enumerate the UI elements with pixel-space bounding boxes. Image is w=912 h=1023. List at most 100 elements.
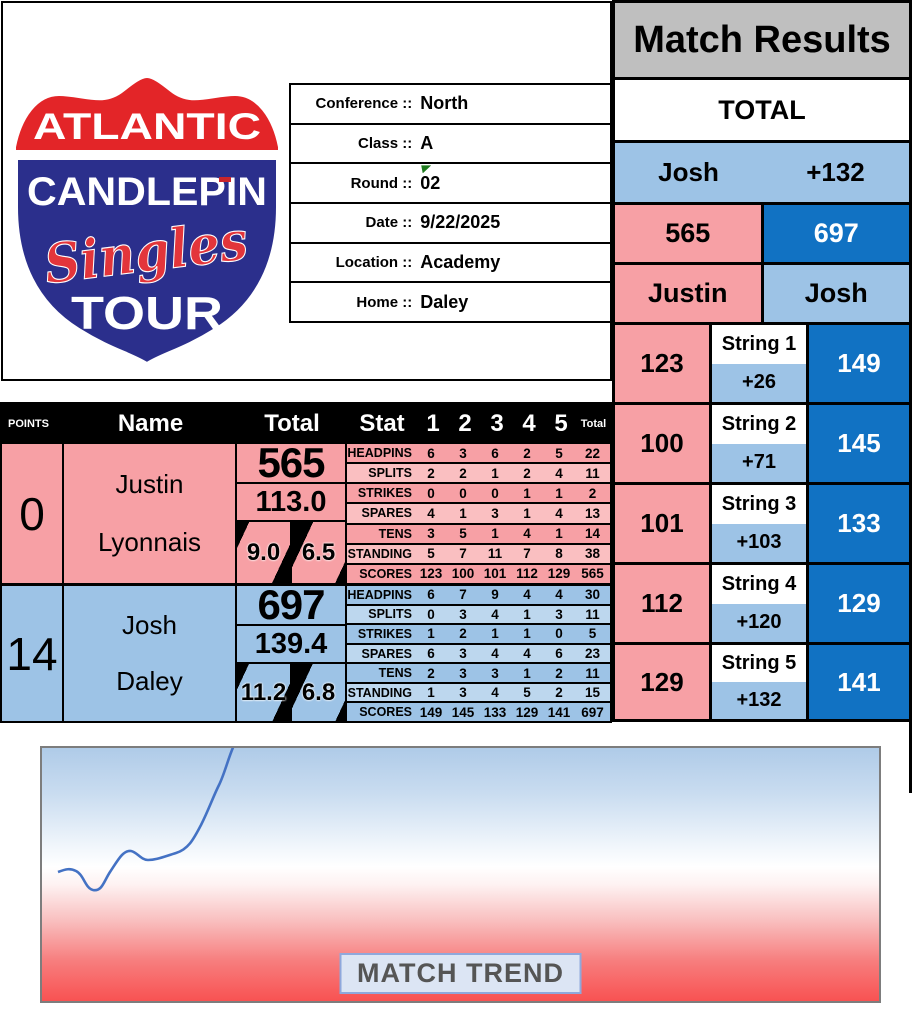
string-differential[interactable]: +120 xyxy=(712,603,806,642)
stat-total[interactable]: 30 xyxy=(584,587,601,603)
stat-value[interactable]: 3 xyxy=(555,606,563,622)
stat-total[interactable]: 38 xyxy=(584,546,601,562)
stat-value[interactable]: 0 xyxy=(459,485,467,501)
stat-value[interactable]: 0 xyxy=(427,485,435,501)
stat-value[interactable]: 112 xyxy=(516,566,538,582)
string-differential[interactable]: +132 xyxy=(712,682,806,719)
stat-total[interactable]: 565 xyxy=(581,566,604,582)
string-score-left[interactable]: 112 xyxy=(615,565,712,642)
stat-value[interactable]: 4 xyxy=(523,526,531,542)
string-differential[interactable]: +71 xyxy=(712,443,806,482)
stat-value[interactable]: 2 xyxy=(427,465,435,481)
string-score-left[interactable]: 100 xyxy=(615,405,712,482)
leader-name[interactable]: Josh xyxy=(658,157,719,187)
stat-value[interactable]: 5 xyxy=(523,685,531,701)
stat-value[interactable]: 3 xyxy=(459,685,467,701)
player-mini-stat-right[interactable]: 6.5 xyxy=(290,522,345,583)
stat-value[interactable]: 3 xyxy=(459,606,467,622)
stat-value[interactable]: 8 xyxy=(555,546,563,562)
stat-value[interactable]: 4 xyxy=(491,685,499,701)
stat-total[interactable]: 2 xyxy=(588,485,597,501)
points-cell[interactable]: 0 xyxy=(2,444,64,583)
player-mini-stat-left[interactable]: 9.0 xyxy=(237,522,290,583)
stat-value[interactable]: 7 xyxy=(459,546,467,562)
stat-value[interactable]: 2 xyxy=(427,665,435,681)
stat-value[interactable]: 0 xyxy=(491,485,499,501)
stat-total[interactable]: 22 xyxy=(584,445,601,461)
leader-differential[interactable]: +132 xyxy=(806,157,865,187)
stat-value[interactable]: 11 xyxy=(487,546,503,562)
stat-value[interactable]: 145 xyxy=(451,704,475,720)
stat-total[interactable]: 23 xyxy=(584,646,601,662)
stat-value[interactable]: 2 xyxy=(523,465,531,481)
string-score-right[interactable]: 149 xyxy=(809,325,909,402)
stat-value[interactable]: 1 xyxy=(459,505,467,521)
stat-value[interactable]: 7 xyxy=(459,587,467,603)
string-score-right[interactable]: 145 xyxy=(809,405,909,482)
player-last-name[interactable]: Lyonnais xyxy=(97,526,202,557)
stat-value[interactable]: 3 xyxy=(459,445,467,461)
stat-value[interactable]: 6 xyxy=(427,445,435,461)
string-score-right[interactable]: 129 xyxy=(809,565,909,642)
stat-value[interactable]: 149 xyxy=(419,704,443,720)
player-average[interactable]: 113.0 xyxy=(237,484,345,522)
total-score-right[interactable]: 697 xyxy=(763,205,909,262)
info-value[interactable]: 9/22/2025 xyxy=(420,212,501,233)
stat-total[interactable]: 13 xyxy=(584,505,601,521)
string-differential[interactable]: +26 xyxy=(712,363,806,402)
stat-total[interactable]: 11 xyxy=(585,665,600,681)
stat-value[interactable]: 133 xyxy=(483,704,507,720)
player-first-name[interactable]: Josh xyxy=(122,610,177,641)
stat-value[interactable]: 5 xyxy=(427,546,435,562)
string-score-right[interactable]: 141 xyxy=(809,645,909,719)
string-score-left[interactable]: 123 xyxy=(615,325,712,402)
stat-value[interactable]: 5 xyxy=(555,445,563,461)
stat-value[interactable]: 2 xyxy=(459,465,467,481)
stat-value[interactable]: 4 xyxy=(555,465,563,481)
stat-value[interactable]: 3 xyxy=(459,646,467,662)
stat-value[interactable]: 3 xyxy=(491,665,499,681)
info-value[interactable]: Academy xyxy=(420,252,501,273)
stat-value[interactable]: 1 xyxy=(491,465,499,481)
stat-value[interactable]: 141 xyxy=(547,704,571,720)
stat-total[interactable]: 14 xyxy=(584,526,601,542)
stat-value[interactable]: 6 xyxy=(427,587,435,603)
stat-value[interactable]: 2 xyxy=(523,445,531,461)
stat-value[interactable]: 129 xyxy=(547,566,571,582)
info-value[interactable]: 02 xyxy=(420,172,441,193)
stat-value[interactable]: 123 xyxy=(419,566,443,582)
string-score-right[interactable]: 133 xyxy=(809,485,909,562)
player-name-left[interactable]: Justin xyxy=(615,265,764,322)
stat-value[interactable]: 5 xyxy=(459,526,467,542)
info-value[interactable]: North xyxy=(420,93,469,114)
player-last-name[interactable]: Daley xyxy=(116,665,183,696)
stat-value[interactable]: 6 xyxy=(427,646,435,662)
string-score-left[interactable]: 101 xyxy=(615,485,712,562)
player-first-name[interactable]: Justin xyxy=(115,469,184,500)
stat-value[interactable]: 129 xyxy=(515,704,539,720)
stat-value[interactable]: 4 xyxy=(555,587,563,603)
total-score-left[interactable]: 565 xyxy=(615,205,764,262)
stat-value[interactable]: 7 xyxy=(523,546,531,562)
stat-total[interactable]: 11 xyxy=(585,606,600,622)
player-average[interactable]: 139.4 xyxy=(237,626,345,664)
stat-value[interactable]: 2 xyxy=(459,626,467,642)
string-score-left[interactable]: 129 xyxy=(615,645,712,719)
stat-value[interactable]: 1 xyxy=(427,685,435,701)
stat-value[interactable]: 2 xyxy=(555,685,563,701)
stat-value[interactable]: 1 xyxy=(555,526,563,542)
stat-value[interactable]: 0 xyxy=(555,626,563,642)
stat-value[interactable]: 6 xyxy=(491,445,499,461)
player-total[interactable]: 565 xyxy=(237,442,345,484)
string-differential[interactable]: +103 xyxy=(712,523,806,562)
points-cell[interactable]: 14 xyxy=(2,586,64,721)
info-value[interactable]: A xyxy=(420,133,434,153)
stat-value[interactable]: 3 xyxy=(459,665,467,681)
stat-value[interactable]: 2 xyxy=(555,665,563,681)
stat-value[interactable]: 4 xyxy=(491,646,499,662)
stat-value[interactable]: 4 xyxy=(427,505,435,521)
stat-value[interactable]: 3 xyxy=(491,505,499,521)
stat-value[interactable]: 3 xyxy=(427,526,435,542)
stat-value[interactable]: 0 xyxy=(427,606,435,622)
stat-value[interactable]: 1 xyxy=(491,526,499,542)
